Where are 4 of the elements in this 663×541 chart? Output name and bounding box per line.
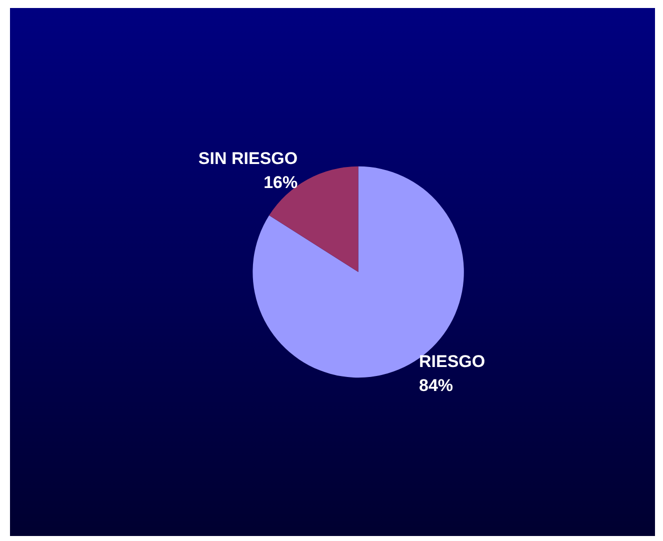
data-label: 16% <box>264 173 298 192</box>
slice-label: SIN RIESGO <box>198 149 298 168</box>
data-label: 84% <box>418 376 454 395</box>
slice-label: RIESGO <box>418 352 486 371</box>
